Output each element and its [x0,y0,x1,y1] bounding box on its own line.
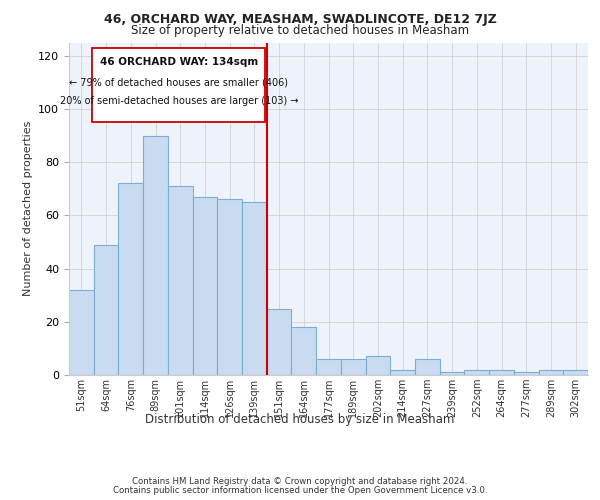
Text: ← 79% of detached houses are smaller (406): ← 79% of detached houses are smaller (40… [70,77,289,87]
Text: 46 ORCHARD WAY: 134sqm: 46 ORCHARD WAY: 134sqm [100,57,258,67]
Bar [94,244,118,375]
Text: 46, ORCHARD WAY, MEASHAM, SWADLINCOTE, DE12 7JZ: 46, ORCHARD WAY, MEASHAM, SWADLINCOTE, D… [104,12,496,26]
Text: Contains HM Land Registry data © Crown copyright and database right 2024.: Contains HM Land Registry data © Crown c… [132,477,468,486]
Bar [143,136,168,375]
Bar [489,370,514,375]
Y-axis label: Number of detached properties: Number of detached properties [23,121,32,296]
Bar [168,186,193,375]
Bar [118,184,143,375]
Bar [267,308,292,375]
Bar [193,197,217,375]
Bar [242,202,267,375]
Text: 20% of semi-detached houses are larger (103) →: 20% of semi-detached houses are larger (… [60,96,298,106]
Text: Size of property relative to detached houses in Measham: Size of property relative to detached ho… [131,24,469,37]
Bar [539,370,563,375]
Bar [92,48,265,122]
Text: Distribution of detached houses by size in Measham: Distribution of detached houses by size … [145,412,455,426]
Bar [316,359,341,375]
Bar [365,356,390,375]
Bar [69,290,94,375]
Bar [464,370,489,375]
Text: Contains public sector information licensed under the Open Government Licence v3: Contains public sector information licen… [113,486,487,495]
Bar [217,200,242,375]
Bar [390,370,415,375]
Bar [341,359,365,375]
Bar [292,327,316,375]
Bar [514,372,539,375]
Bar [415,359,440,375]
Bar [440,372,464,375]
Bar [563,370,588,375]
